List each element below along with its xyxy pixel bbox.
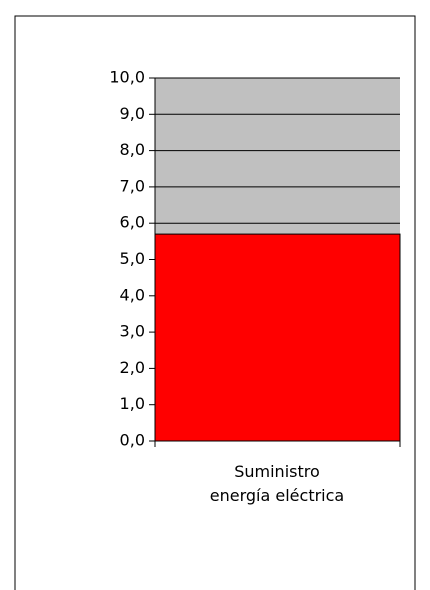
y-tick-label: 8,0	[120, 140, 145, 159]
x-tick-label: Suministro energía eléctrica	[209, 462, 345, 505]
y-tick-label: 9,0	[120, 104, 145, 123]
y-tick-label: 6,0	[120, 213, 145, 232]
y-tick-label: 3,0	[120, 322, 145, 341]
chart-frame	[14, 15, 416, 590]
y-tick-label: 1,0	[120, 394, 145, 413]
y-tick-label: 4,0	[120, 285, 145, 304]
y-tick-label: 7,0	[120, 176, 145, 195]
y-tick-label: 5,0	[120, 249, 145, 268]
bar	[154, 233, 401, 442]
y-tick-label: 10,0	[109, 68, 145, 87]
y-tick-label: 0,0	[120, 431, 145, 450]
y-tick-label: 2,0	[120, 358, 145, 377]
